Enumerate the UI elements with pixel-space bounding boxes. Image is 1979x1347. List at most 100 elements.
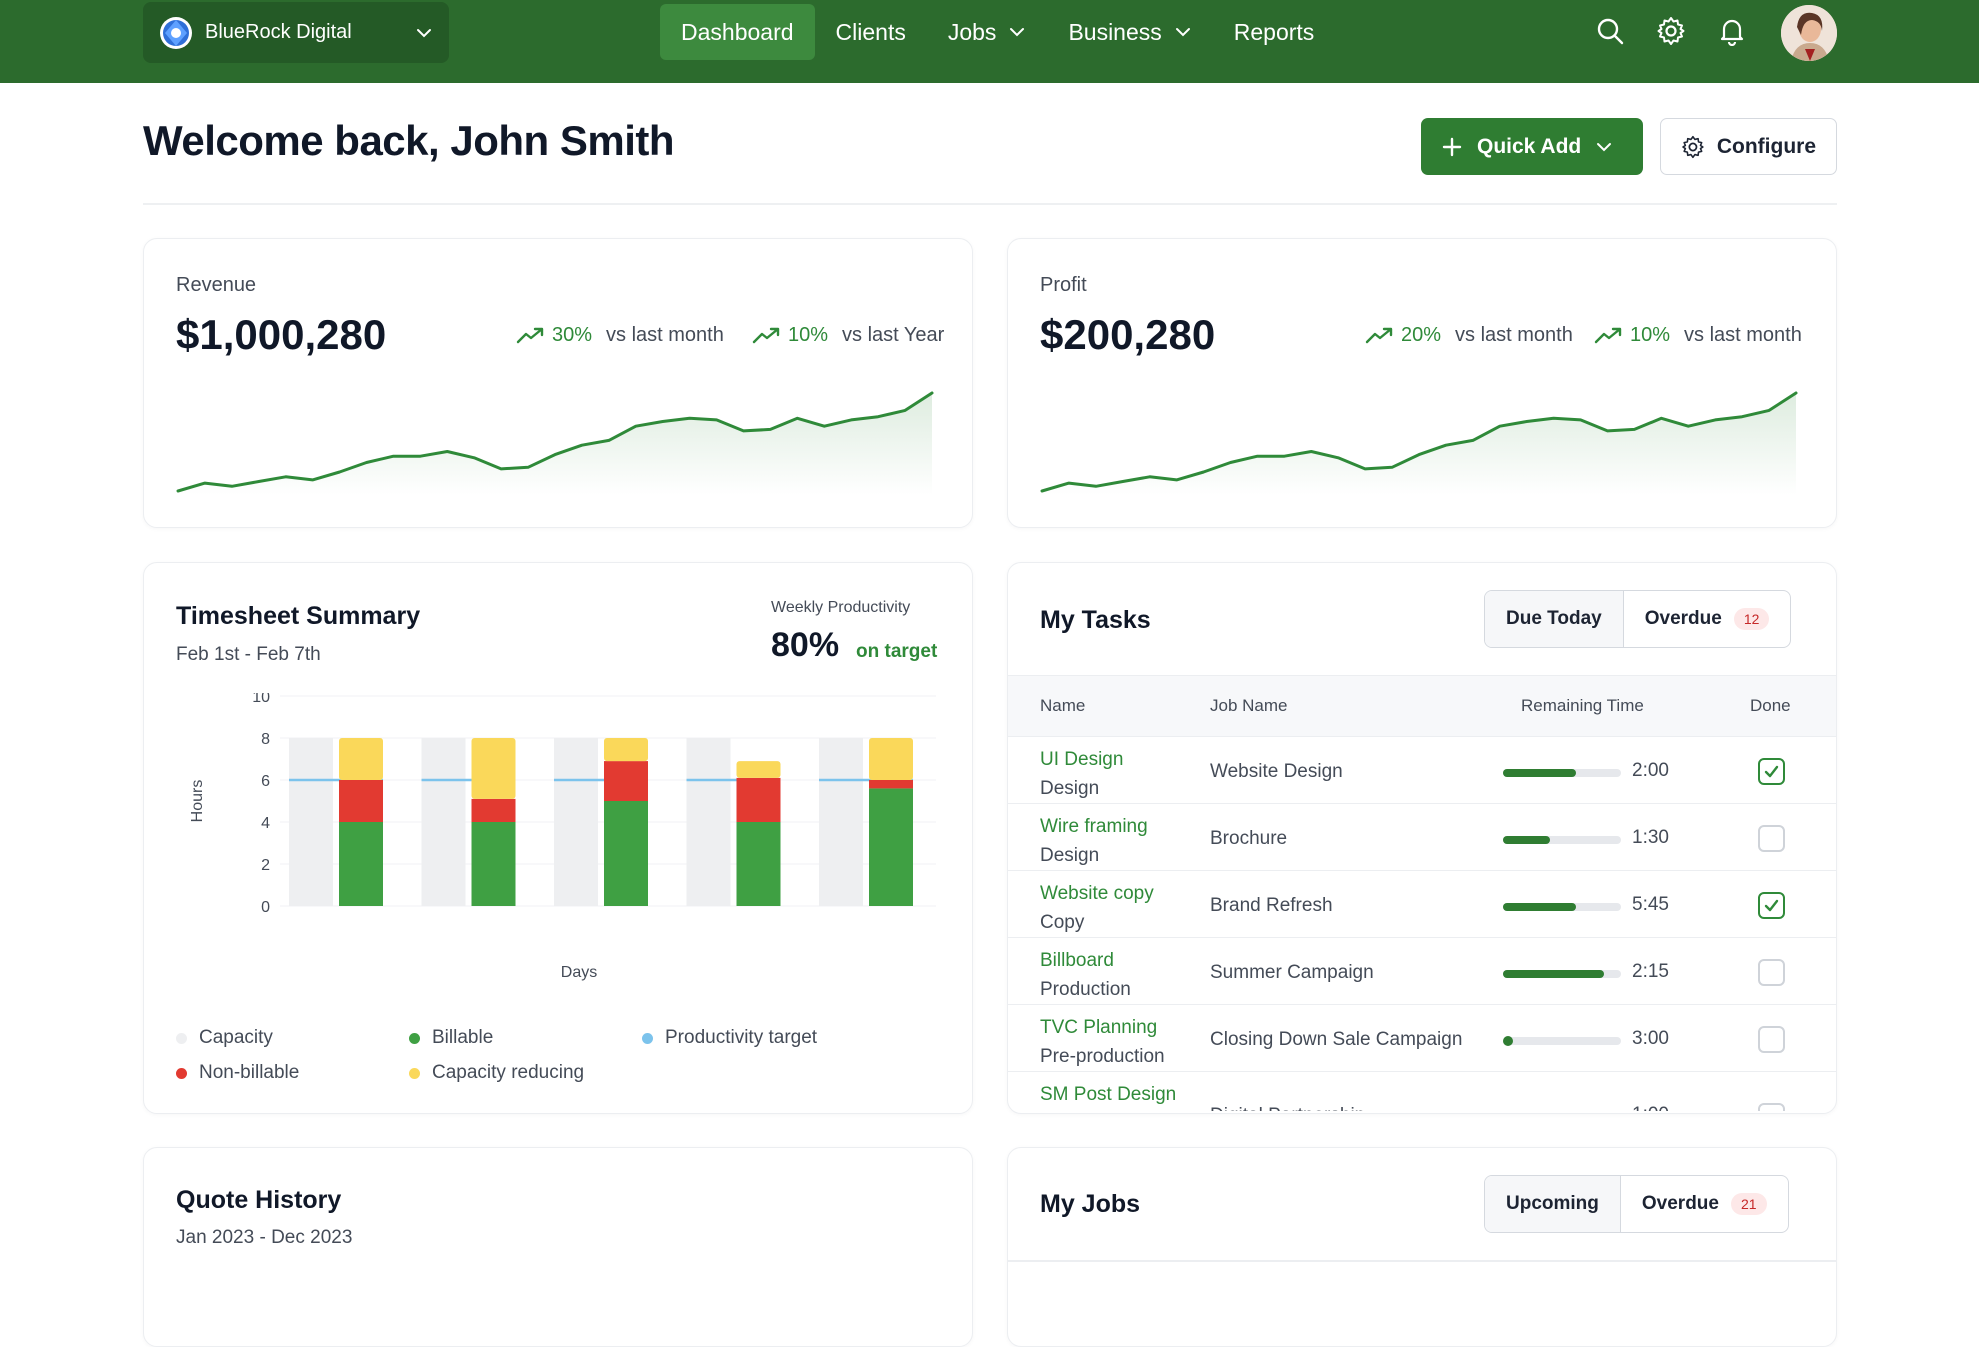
- nav-reports[interactable]: Reports: [1213, 4, 1336, 60]
- bar-capacity-reducing: [869, 738, 913, 780]
- task-name-link[interactable]: Wire framing: [1040, 816, 1148, 837]
- task-done-checkbox[interactable]: [1758, 825, 1785, 852]
- task-remaining-time: 2:15: [1632, 961, 1669, 982]
- tab-upcoming[interactable]: Upcoming: [1485, 1176, 1621, 1232]
- bar-billable: [869, 788, 913, 906]
- column-header-remaining: Remaining Time: [1521, 696, 1644, 715]
- plus-icon: [1442, 137, 1462, 156]
- nav-business[interactable]: Business: [1047, 4, 1212, 60]
- remaining-time-progress: [1503, 1036, 1621, 1046]
- my-jobs-title: My Jobs: [1040, 1190, 1141, 1218]
- task-remaining-time: 1:00: [1632, 1104, 1669, 1111]
- profit-label: Profit: [1040, 274, 1087, 296]
- search-icon[interactable]: [1595, 16, 1625, 46]
- profit-trend1-text: vs last month: [1455, 324, 1573, 346]
- profit-card: Profit $200,280 20% vs last month 10% vs…: [1007, 238, 1837, 528]
- configure-button[interactable]: Configure: [1660, 118, 1837, 175]
- task-job-name: Summer Campaign: [1210, 962, 1374, 983]
- legend-capacity-label: Capacity: [199, 1027, 273, 1048]
- bar-capacity-reducing: [736, 761, 781, 778]
- y-tick-label: 8: [261, 731, 270, 748]
- legend-capacity-swatch: [176, 1032, 187, 1044]
- revenue-trend2-pct: 10%: [788, 324, 829, 346]
- task-type: Pre-production: [1040, 1046, 1165, 1067]
- bar-capacity: [819, 738, 863, 906]
- bar-capacity: [421, 738, 466, 906]
- nav-dashboard[interactable]: Dashboard: [660, 4, 815, 60]
- task-job-name: Brochure: [1210, 828, 1288, 849]
- header-divider: [143, 203, 1837, 205]
- task-remaining-time: 2:00: [1632, 760, 1669, 781]
- chevron-down-icon: [1597, 142, 1612, 151]
- chevron-down-icon: [1175, 28, 1190, 37]
- profit-sparkline-area: [1042, 393, 1796, 495]
- tab-overdue-label: Overdue: [1644, 608, 1722, 629]
- user-avatar[interactable]: [1781, 5, 1837, 61]
- task-name-link[interactable]: Billboard: [1040, 950, 1114, 971]
- bar-capacity: [686, 738, 731, 906]
- bar-non-billable: [471, 798, 516, 822]
- task-row: UI Design Design Website Design 2:00: [1008, 737, 1836, 804]
- main-nav: Dashboard Clients Jobs Business Reports: [660, 4, 1335, 60]
- top-nav-bar: BlueRock Digital Dashboard Clients Jobs …: [0, 0, 1979, 83]
- tab-overdue[interactable]: Overdue 12: [1624, 591, 1791, 647]
- overdue-count-badge: 12: [1733, 608, 1770, 630]
- my-jobs-card: My Jobs Upcoming Overdue 21: [1007, 1147, 1837, 1347]
- nav-clients[interactable]: Clients: [815, 4, 927, 60]
- column-header-job: Job Name: [1210, 696, 1288, 715]
- quick-add-button[interactable]: Quick Add: [1421, 118, 1643, 175]
- gear-icon[interactable]: [1656, 16, 1686, 46]
- remaining-time-progress: [1503, 769, 1621, 777]
- workspace-logo-icon: [160, 16, 192, 49]
- trend-up-icon: [1594, 327, 1622, 343]
- task-type: Design: [1040, 845, 1100, 866]
- revenue-card: Revenue $1,000,280 30% vs last month 10%…: [143, 238, 973, 528]
- remaining-time-progress-fill: [1503, 903, 1577, 911]
- tab-jobs-overdue[interactable]: Overdue 21: [1621, 1176, 1788, 1232]
- nav-jobs-label: Jobs: [947, 18, 997, 45]
- nav-jobs[interactable]: Jobs: [927, 4, 1048, 60]
- nav-clients-label: Clients: [835, 18, 906, 45]
- nav-dashboard-label: Dashboard: [681, 18, 794, 45]
- task-name-link[interactable]: Website copy: [1040, 883, 1154, 904]
- task-type: Copy: [1040, 912, 1085, 933]
- jobs-header-divider: [1008, 1260, 1836, 1262]
- configure-label: Configure: [1716, 134, 1816, 158]
- revenue-value: $1,000,280: [176, 311, 387, 358]
- nav-reports-label: Reports: [1233, 18, 1315, 45]
- task-done-checkbox[interactable]: [1758, 758, 1785, 785]
- chevron-down-icon: [417, 28, 431, 37]
- workspace-switcher[interactable]: BlueRock Digital: [143, 2, 449, 63]
- bell-icon[interactable]: [1717, 16, 1747, 46]
- bar-capacity-reducing: [471, 738, 516, 799]
- task-done-checkbox[interactable]: [1758, 1103, 1785, 1111]
- task-done-checkbox[interactable]: [1758, 959, 1785, 986]
- gear-icon: [1682, 135, 1704, 158]
- legend-capacity-reducing-swatch: [409, 1067, 420, 1079]
- task-name-link[interactable]: TVC Planning: [1040, 1017, 1158, 1038]
- timesheet-range: Feb 1st - Feb 7th: [176, 644, 321, 665]
- task-name-link[interactable]: UI Design: [1040, 749, 1124, 770]
- profit-trend1-pct: 20%: [1401, 324, 1442, 346]
- bar-capacity-reducing: [604, 738, 648, 762]
- task-job-name: Website Design: [1210, 761, 1343, 782]
- weekly-productivity-label: Weekly Productivity: [771, 599, 911, 616]
- revenue-trend1-pct: 30%: [552, 324, 593, 346]
- timesheet-card: Timesheet Summary Feb 1st - Feb 7th Week…: [143, 562, 973, 1114]
- quick-add-label: Quick Add: [1477, 134, 1582, 158]
- jobs-overdue-count-badge: 21: [1730, 1193, 1767, 1215]
- remaining-time-progress-fill: [1503, 836, 1551, 844]
- bar-billable: [604, 801, 648, 906]
- task-done-checkbox[interactable]: [1758, 892, 1785, 919]
- legend-capacity-reducing: Capacity reducing: [409, 1062, 584, 1084]
- avatar-portrait-icon: [1781, 5, 1837, 61]
- task-name-link[interactable]: SM Post Design: [1040, 1084, 1177, 1105]
- revenue-trend-year: 10% vs last Year: [752, 324, 944, 347]
- tasks-table-header: Name Job Name Remaining Time Done: [1008, 675, 1836, 737]
- bar-non-billable: [736, 777, 781, 822]
- tab-due-today[interactable]: Due Today: [1485, 591, 1624, 647]
- task-type: Design: [1040, 778, 1100, 799]
- legend-capacity: Capacity: [176, 1027, 273, 1049]
- profit-trend2-text: vs last month: [1684, 324, 1802, 346]
- task-done-checkbox[interactable]: [1758, 1026, 1785, 1053]
